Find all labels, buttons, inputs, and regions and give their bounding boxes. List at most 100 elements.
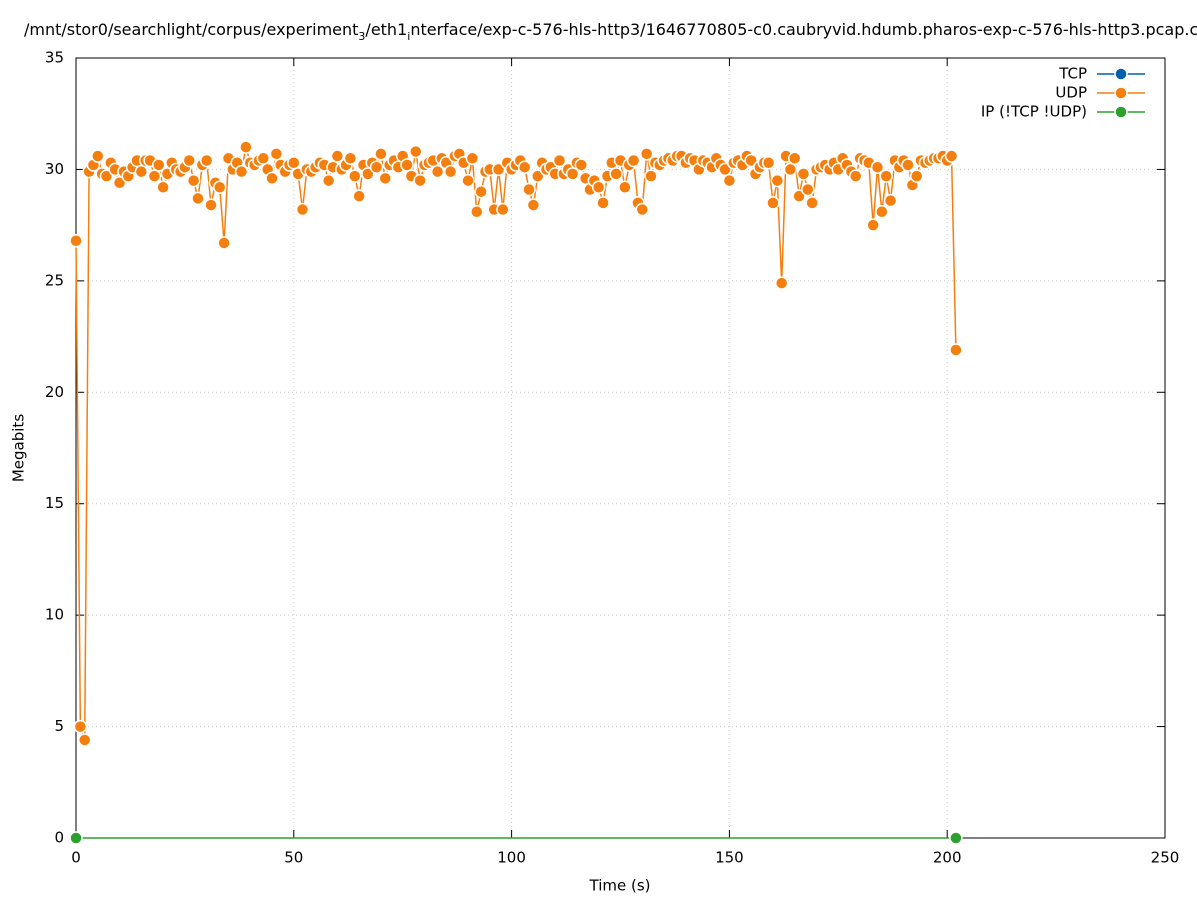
y-tick-label: 0 — [54, 829, 64, 847]
point — [609, 167, 623, 181]
point — [491, 162, 506, 177]
point — [152, 158, 166, 172]
point — [787, 151, 802, 166]
point — [496, 202, 510, 217]
point — [796, 167, 811, 181]
point — [618, 180, 632, 195]
point — [848, 169, 863, 183]
point — [870, 160, 885, 174]
chart-title: /mnt/stor0/searchlight/corpus/experiment… — [24, 20, 1197, 43]
point — [400, 158, 414, 172]
legend-label: TCP — [1058, 65, 1087, 83]
x-tick-label: 50 — [284, 849, 303, 867]
point — [348, 169, 362, 183]
point — [191, 191, 205, 206]
point — [134, 164, 149, 179]
point — [591, 180, 606, 195]
y-tick-label: 20 — [45, 383, 64, 401]
point — [234, 164, 249, 179]
point — [352, 189, 366, 203]
point — [330, 149, 345, 163]
legend-swatch — [1114, 86, 1128, 100]
point — [949, 343, 963, 357]
point — [182, 153, 197, 168]
point — [474, 184, 488, 199]
point — [204, 198, 218, 212]
legend-label: IP (!TCP !UDP) — [981, 103, 1087, 121]
point — [949, 831, 963, 845]
legend-swatch — [1114, 67, 1128, 81]
point — [470, 205, 484, 219]
point — [374, 147, 388, 161]
point — [574, 158, 589, 172]
title-part: i — [407, 30, 410, 43]
x-axis-label: Time (s) — [589, 877, 651, 895]
point — [626, 153, 641, 168]
point — [199, 153, 214, 168]
point — [805, 196, 819, 210]
point — [909, 169, 924, 183]
point — [295, 202, 310, 217]
point — [944, 149, 959, 163]
point — [552, 153, 567, 168]
point — [635, 202, 650, 217]
point — [69, 233, 83, 248]
legend-swatch — [1114, 105, 1128, 119]
y-tick-label: 30 — [45, 160, 64, 178]
point — [265, 171, 279, 186]
point — [287, 155, 301, 170]
point — [409, 144, 423, 159]
y-axis-label: Megabits — [10, 414, 28, 482]
point — [526, 198, 541, 212]
point — [761, 155, 776, 170]
point — [269, 147, 284, 161]
point — [783, 162, 798, 177]
point — [801, 182, 815, 197]
point — [517, 160, 532, 174]
point — [522, 182, 536, 197]
point — [91, 149, 105, 163]
point — [69, 831, 83, 845]
point — [99, 169, 114, 183]
point — [639, 147, 654, 161]
point — [644, 169, 658, 183]
point — [147, 169, 162, 183]
y-tick-label: 25 — [45, 271, 64, 289]
point — [430, 164, 445, 179]
point — [722, 173, 737, 188]
point — [77, 733, 92, 747]
x-tick-label: 150 — [715, 849, 744, 867]
point — [879, 169, 893, 183]
point — [461, 173, 475, 188]
point — [465, 151, 480, 166]
x-tick-label: 0 — [71, 849, 81, 867]
point — [369, 160, 384, 174]
point — [883, 193, 898, 208]
point — [156, 180, 170, 195]
point — [766, 196, 780, 210]
point — [73, 719, 88, 734]
y-tick-label: 15 — [45, 494, 64, 512]
title-part: nterface/exp-c-576-hls-http3/1646770805-… — [410, 20, 1197, 39]
point — [256, 151, 271, 166]
point — [792, 189, 806, 203]
point — [343, 151, 358, 166]
point — [901, 158, 915, 172]
x-tick-label: 250 — [1151, 849, 1180, 867]
point — [443, 164, 458, 179]
point — [413, 173, 427, 188]
title-part: /mnt/stor0/searchlight/corpus/experiment — [24, 20, 358, 39]
x-tick-label: 100 — [497, 849, 526, 867]
title-part: 3 — [358, 30, 365, 43]
point — [217, 236, 231, 250]
y-tick-label: 5 — [54, 717, 64, 735]
point — [321, 173, 336, 188]
point — [596, 196, 610, 210]
point — [212, 180, 227, 195]
y-tick-label: 10 — [45, 606, 64, 624]
point — [866, 218, 880, 232]
point — [378, 171, 393, 186]
point — [875, 205, 889, 219]
